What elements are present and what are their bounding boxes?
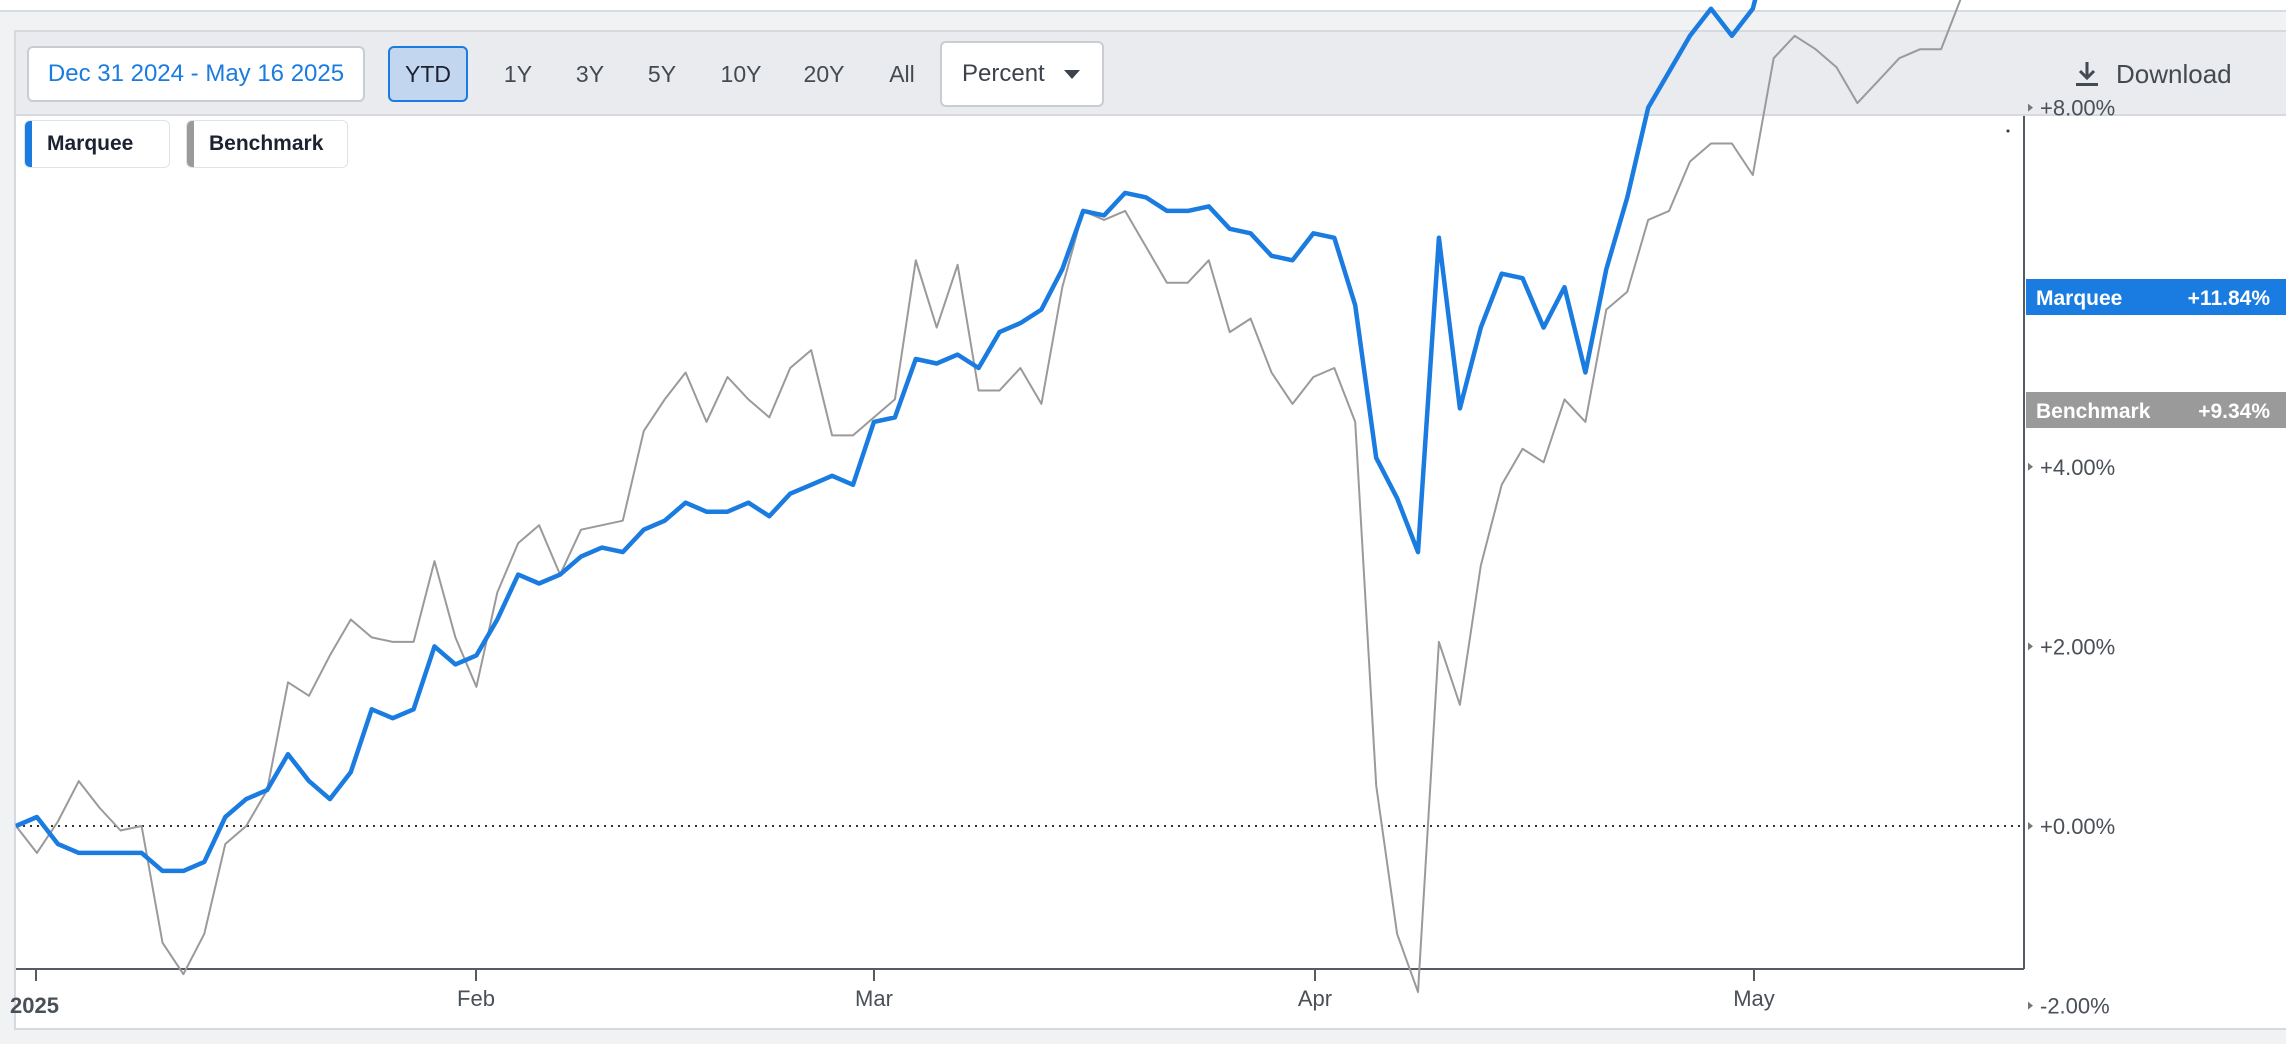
range-1y-button[interactable]: 1Y [503,60,533,87]
chart-toolbar: Dec 31 2024 - May 16 2025 YTD 1Y 3Y 5Y 1… [16,32,2286,116]
range-20y-button[interactable]: 20Y [803,60,845,87]
y-tick-mark [2028,1001,2033,1010]
last-value-label-marquee [2026,279,2286,315]
legend-item-benchmark[interactable]: Benchmark [186,120,348,168]
x-tick-label: Feb [457,986,495,1011]
series-line-benchmark [15,0,1962,994]
legend-swatch-marquee [25,121,32,167]
x-tick-label: May [1733,986,1775,1011]
mode-dropdown-label: Percent [962,60,1045,87]
corner-dot [2006,129,2010,133]
last-value-label-benchmark [2026,392,2286,428]
y-tick-mark [2028,103,2033,112]
last-value-name: Benchmark [2036,400,2151,423]
legend-label-marquee: Marquee [47,132,134,155]
download-icon [2076,62,2098,86]
range-ytd-button[interactable]: YTD [388,46,468,102]
legend-swatch-benchmark [187,121,194,167]
page-top-border [0,0,2286,12]
y-tick-mark [2028,642,2033,651]
y-tick-label: +8.00% [2040,96,2115,121]
y-tick-mark [2028,462,2033,471]
date-range-button[interactable]: Dec 31 2024 - May 16 2025 [27,46,365,102]
range-all-button[interactable]: All [889,60,915,87]
chart-panel: Dec 31 2024 - May 16 2025 YTD 1Y 3Y 5Y 1… [14,30,2286,1030]
y-tick-label: +2.00% [2040,634,2115,659]
y-tick-mark [2028,822,2033,830]
legend-item-marquee[interactable]: Marquee [24,120,170,168]
y-tick-label: +4.00% [2040,455,2115,480]
mode-dropdown[interactable]: Percent [940,41,1104,107]
last-value-number: +11.84% [2188,287,2271,310]
series-line-marquee [15,0,1758,874]
download-label: Download [2116,58,2232,89]
range-5y-button[interactable]: 5Y [647,60,677,87]
download-button[interactable]: Download [2074,46,2274,102]
y-tick-label: -2.00% [2040,994,2110,1019]
x-tick-label: Apr [1298,986,1332,1011]
y-tick-label: +0.00% [2040,814,2115,839]
last-value-number: +9.34% [2198,400,2270,423]
last-value-name: Marquee [2036,287,2122,310]
range-10y-button[interactable]: 10Y [720,60,762,87]
x-tick-label: 2025 [10,993,59,1018]
legend-label-benchmark: Benchmark [209,132,324,155]
x-tick-label: Mar [855,986,893,1011]
caret-down-icon [1064,70,1080,79]
range-3y-button[interactable]: 3Y [575,60,605,87]
